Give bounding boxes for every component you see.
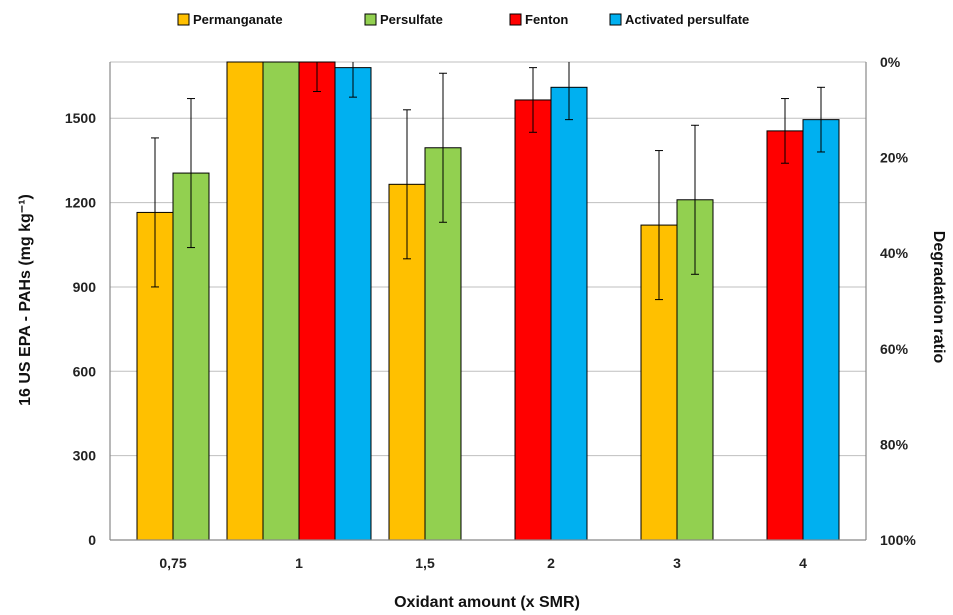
y2-tick-label: 40%: [880, 245, 909, 261]
bar-fenton: [766, 130, 804, 541]
bar-activated-persulfate: [334, 67, 372, 541]
x-tick-label: 1: [295, 555, 303, 571]
bar-persulfate: [262, 61, 300, 541]
y-axis-title: 16 US EPA - PAHs (mg kg⁻¹): [17, 194, 34, 406]
y2-tick-label: 0%: [880, 54, 901, 70]
x-tick-label: 3: [673, 555, 681, 571]
legend-swatch: [364, 13, 377, 26]
legend-label: Activated persulfate: [625, 12, 749, 27]
y-tick-label: 900: [73, 279, 97, 295]
y2-tick-label: 20%: [880, 150, 909, 166]
x-tick-label: 1,5: [415, 555, 435, 571]
bar-fenton: [514, 99, 552, 541]
x-tick-label: 4: [799, 555, 807, 571]
legend-label: Persulfate: [380, 12, 443, 27]
y2-tick-label: 100%: [880, 532, 916, 548]
y2-tick-label: 60%: [880, 341, 909, 357]
y2-tick-labels: 0% 20% 40% 60% 80% 100%: [880, 54, 916, 548]
x-tick-labels: 0,75 1 1,5 2 3 4: [159, 555, 807, 571]
y-tick-label: 0: [88, 532, 96, 548]
bar-fenton: [298, 61, 336, 541]
y-tick-label: 1200: [65, 195, 96, 211]
y-tick-label: 600: [73, 363, 97, 379]
bar-permanganate: [226, 61, 264, 541]
axes: [109, 62, 867, 541]
legend-swatch: [177, 13, 190, 26]
bars: [136, 61, 840, 541]
error-bars: [151, 62, 825, 301]
x-tick-label: 2: [547, 555, 555, 571]
x-tick-label: 0,75: [159, 555, 186, 571]
y-tick-labels: 0 300 600 900 1200 1500: [65, 110, 96, 548]
legend-label: Fenton: [525, 12, 568, 27]
y2-tick-label: 80%: [880, 436, 909, 452]
bar-activated-persulfate: [802, 119, 840, 541]
x-axis-title: Oxidant amount (x SMR): [394, 594, 580, 611]
y-tick-label: 300: [73, 448, 97, 464]
y-tick-label: 1500: [65, 110, 96, 126]
y2-axis-title: Degradation ratio: [930, 231, 947, 364]
legend-swatch: [609, 13, 622, 26]
legend-label: Permanganate: [193, 12, 283, 27]
bar-activated-persulfate: [550, 86, 588, 541]
legend: Permanganate Persulfate Fenton Activated pe…: [177, 12, 749, 27]
gridlines: [110, 61, 866, 457]
legend-swatch: [509, 13, 522, 26]
